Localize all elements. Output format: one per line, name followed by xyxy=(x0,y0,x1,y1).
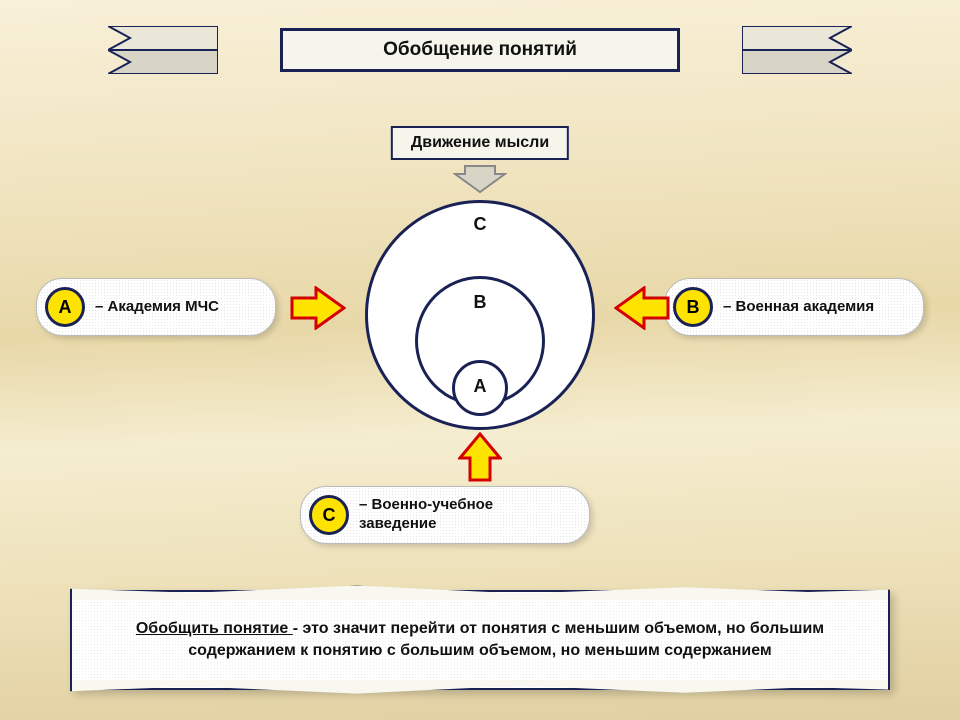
subtitle: Движение мысли xyxy=(391,126,569,160)
legend-a-text: – Академия МЧС xyxy=(95,298,219,317)
arrow-up-icon xyxy=(458,432,502,482)
legend-b: B – Военная академия xyxy=(664,278,924,336)
chip-a: A xyxy=(45,287,85,327)
definition-note: Обобщить понятие - это значит перейти от… xyxy=(70,590,890,690)
legend-b-text: – Военная академия xyxy=(723,298,874,317)
legend-c: C – Военно-учебное заведение xyxy=(300,486,590,544)
venn-diagram: C B A xyxy=(365,200,595,430)
venn-label-c: C xyxy=(474,214,487,235)
venn-label-a: A xyxy=(474,376,487,397)
chip-b: B xyxy=(673,287,713,327)
arrow-down-from-subtitle xyxy=(453,164,507,194)
venn-label-b: B xyxy=(474,292,487,313)
legend-a: A – Академия МЧС xyxy=(36,278,276,336)
arrow-left-icon xyxy=(614,286,670,330)
ribbon-left xyxy=(108,26,218,74)
arrow-right-icon xyxy=(290,286,346,330)
title: Обобщение понятий xyxy=(280,28,680,72)
chip-c: C xyxy=(309,495,349,535)
definition-term: Обобщить понятие xyxy=(136,620,293,637)
ribbon-right xyxy=(742,26,852,74)
legend-c-text: – Военно-учебное заведение xyxy=(359,496,567,534)
